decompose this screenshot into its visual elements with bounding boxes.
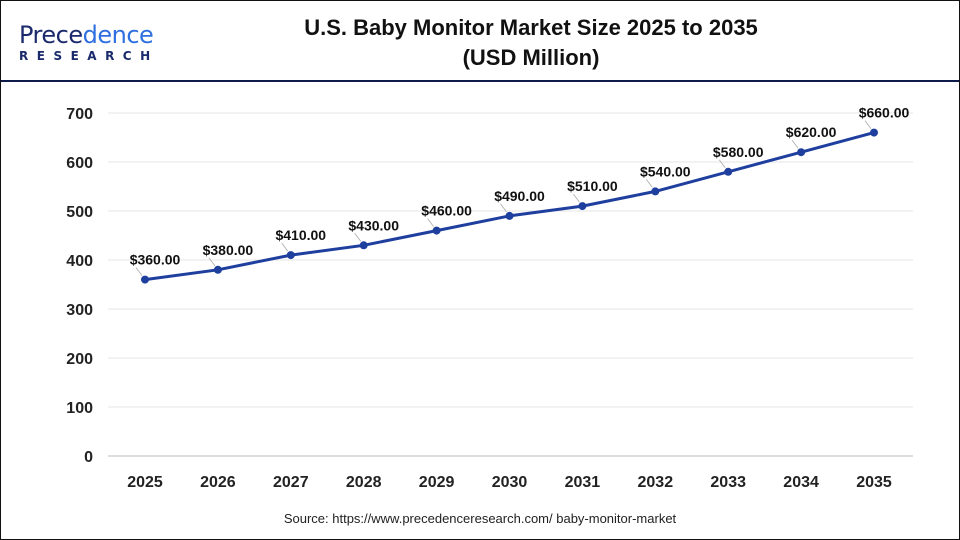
logo-brand-top: Precedence <box>19 21 154 49</box>
line-chart: 0 100 200 300 400 500 600 700 2025 2026 2027 2028 20… <box>66 105 913 491</box>
data-point <box>797 148 806 157</box>
data-label-leader <box>791 139 799 149</box>
x-tick-label: 2034 <box>783 474 819 491</box>
data-label-leader <box>354 233 362 242</box>
y-tick-label: 300 <box>66 302 93 319</box>
data-label: $360.00 <box>130 252 181 268</box>
chart-title: U.S. Baby Monitor Market Size 2025 to 20… <box>251 13 811 73</box>
data-label-leader <box>645 179 653 188</box>
data-label-leader <box>281 242 289 252</box>
data-label: $490.00 <box>494 188 545 204</box>
x-tick-label: 2026 <box>200 474 236 491</box>
data-label: $510.00 <box>567 178 618 194</box>
data-label: $540.00 <box>640 163 691 179</box>
x-tick-label: 2025 <box>127 474 163 491</box>
data-point <box>578 202 587 211</box>
y-tick-label: 0 <box>84 449 93 466</box>
data-point <box>505 211 514 220</box>
data-label: $380.00 <box>203 242 254 258</box>
data-label-leader <box>718 159 726 169</box>
x-tick-label: 2027 <box>273 474 309 491</box>
x-tick-label: 2033 <box>710 474 746 491</box>
x-tick-label: 2028 <box>346 474 382 491</box>
x-tick-label: 2030 <box>492 474 528 491</box>
y-tick-label: 100 <box>66 400 93 417</box>
data-point <box>724 167 733 176</box>
data-label-leader <box>135 267 143 276</box>
data-point <box>141 275 149 284</box>
data-label-leader <box>500 203 507 213</box>
data-label: $460.00 <box>421 203 472 219</box>
title-line-1: U.S. Baby Monitor Market Size 2025 to 20… <box>304 15 758 40</box>
data-label-leader <box>573 193 580 203</box>
y-tick-label: 500 <box>66 204 93 221</box>
logo-brand-bottom: RESEARCH <box>19 49 159 63</box>
y-tick-label: 700 <box>66 106 93 123</box>
series-line <box>144 131 875 282</box>
title-line-2: (USD Million) <box>462 45 600 70</box>
data-point <box>651 187 660 196</box>
data-label: $660.00 <box>859 105 910 121</box>
data-point <box>213 265 222 274</box>
data-point <box>286 251 295 260</box>
y-tick-label: 200 <box>66 351 93 368</box>
data-label-leader <box>208 257 216 267</box>
y-tick-label: 400 <box>66 253 93 270</box>
precedence-research-logo: Precedence RESEARCH <box>19 23 159 63</box>
data-label: $580.00 <box>713 144 764 160</box>
x-tick-label: 2029 <box>419 474 455 491</box>
data-label: $410.00 <box>275 227 326 243</box>
source-note: Source: https://www.precedenceresearch.c… <box>283 511 677 526</box>
data-label-leader <box>864 120 872 129</box>
header: Precedence RESEARCH U.S. Baby Monitor Ma… <box>1 1 959 82</box>
data-point <box>432 226 441 235</box>
x-tick-label: 2035 <box>856 474 892 491</box>
data-label: $430.00 <box>348 217 399 233</box>
x-tick-label: 2032 <box>638 474 674 491</box>
data-point <box>359 241 368 250</box>
y-tick-label: 600 <box>66 155 93 172</box>
data-point <box>870 128 878 137</box>
data-label: $620.00 <box>786 124 837 140</box>
x-tick-label: 2031 <box>565 474 601 491</box>
data-label-leader <box>427 218 434 227</box>
